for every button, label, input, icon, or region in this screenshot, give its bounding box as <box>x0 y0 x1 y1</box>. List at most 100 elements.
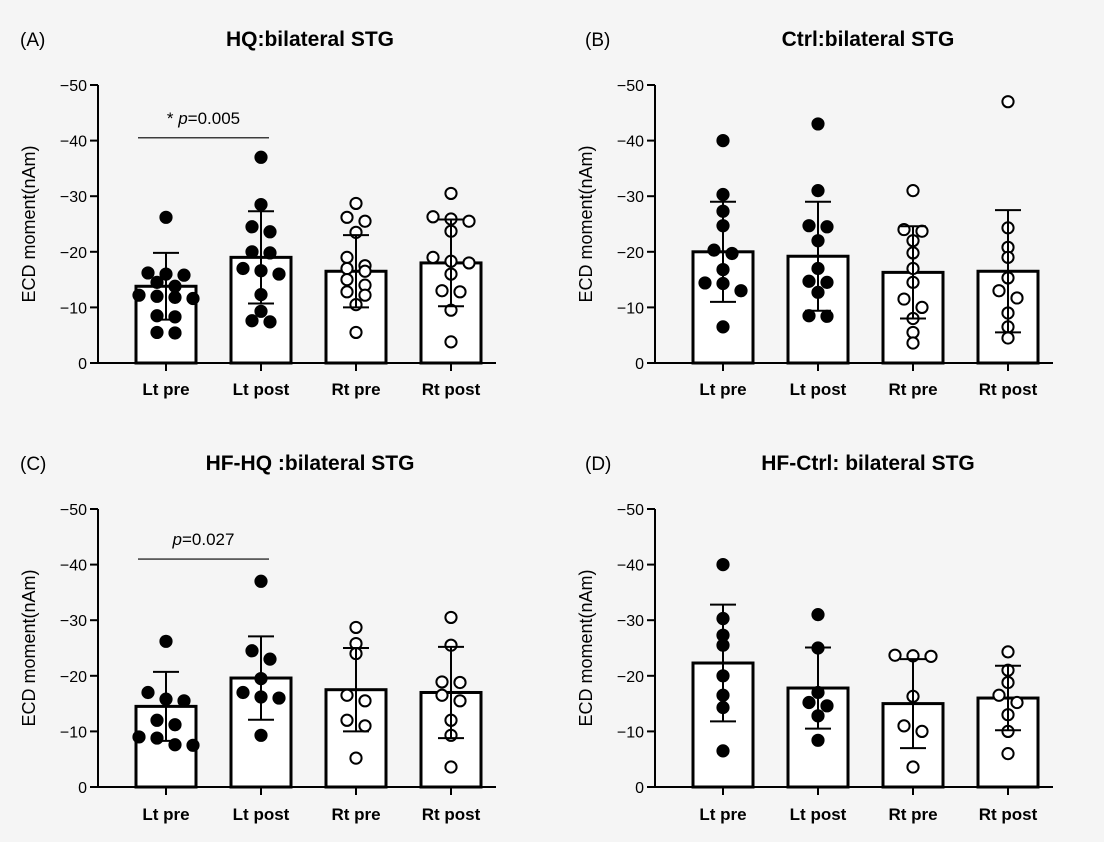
data-point <box>168 290 182 304</box>
data-point <box>186 291 200 306</box>
data-point <box>992 688 1006 702</box>
data-point <box>802 309 816 323</box>
data-point <box>263 225 277 239</box>
data-point <box>236 261 250 276</box>
y-tick-label: −30 <box>60 613 87 630</box>
x-tick-label: Rt post <box>979 805 1038 824</box>
x-tick-label: Lt pre <box>142 380 189 399</box>
data-point <box>716 558 730 572</box>
significance-label: p=0.027 <box>172 530 235 549</box>
data-point <box>168 738 182 752</box>
data-point <box>150 289 164 303</box>
y-tick-label: −40 <box>60 558 87 575</box>
x-tick-label: Rt pre <box>331 380 380 399</box>
data-point <box>349 751 363 765</box>
data-point <box>716 744 730 758</box>
data-point <box>245 245 259 259</box>
data-point <box>802 695 816 710</box>
data-point <box>349 325 363 340</box>
y-tick-label: −10 <box>60 724 87 741</box>
data-point <box>340 210 354 224</box>
data-point <box>426 210 440 224</box>
data-point <box>716 134 730 148</box>
data-point <box>358 288 372 302</box>
data-point <box>802 274 816 288</box>
panel-label: (D) <box>585 454 611 475</box>
data-point <box>340 250 354 264</box>
y-tick-label: −10 <box>617 300 644 317</box>
data-point <box>897 292 911 306</box>
y-axis-label: ECD moment(nAm) <box>19 145 39 302</box>
data-point <box>802 219 816 233</box>
bar <box>134 704 198 789</box>
data-point <box>444 610 458 625</box>
data-point <box>888 648 902 662</box>
data-point <box>716 187 730 202</box>
x-tick-label: Rt pre <box>331 805 380 824</box>
x-tick-label: Lt post <box>233 380 290 399</box>
data-point <box>254 304 268 318</box>
y-tick-label: −20 <box>617 245 644 262</box>
data-point <box>906 760 920 774</box>
data-point <box>1001 747 1015 761</box>
data-point <box>820 699 834 713</box>
data-point <box>177 268 191 282</box>
data-point <box>820 309 834 323</box>
data-point <box>168 310 182 324</box>
data-point <box>453 675 467 690</box>
y-tick-label: −20 <box>617 669 644 686</box>
y-tick-label: 0 <box>78 780 87 797</box>
data-point <box>924 649 938 663</box>
x-tick-label: Lt pre <box>699 805 746 824</box>
data-point <box>426 250 440 264</box>
y-tick-label: −40 <box>60 134 87 151</box>
data-point <box>453 694 467 708</box>
data-point <box>820 220 834 234</box>
data-point <box>272 691 286 705</box>
data-point <box>444 335 458 349</box>
y-tick-label: −40 <box>617 134 644 151</box>
x-tick-label: Lt pre <box>699 380 746 399</box>
y-tick-label: −50 <box>617 78 644 95</box>
x-tick-label: Rt post <box>422 380 481 399</box>
panel-d: (D) HF-Ctrl: bilateral STG ECD moment(nAm)… <box>576 452 1053 824</box>
data-point <box>906 336 920 350</box>
x-tick-label: Lt post <box>790 380 847 399</box>
panel-b: (B) Ctrl:bilateral STG ECD moment(nAm) 0 −10… <box>576 28 1053 399</box>
y-tick-label: 0 <box>78 356 87 373</box>
data-point <box>698 276 712 290</box>
data-point <box>349 620 363 635</box>
x-tick-label: Rt pre <box>888 805 937 824</box>
significance-label: * p=0.005 <box>167 109 240 128</box>
data-point <box>340 261 354 276</box>
data-point <box>734 284 748 298</box>
data-point <box>159 210 173 224</box>
y-axis-label: ECD moment(nAm) <box>576 145 596 302</box>
data-point <box>254 197 268 212</box>
data-point <box>150 731 164 745</box>
x-tick-label: Lt post <box>233 805 290 824</box>
data-point <box>349 196 363 211</box>
data-point <box>992 284 1006 298</box>
data-point <box>435 688 449 702</box>
data-point <box>132 730 146 744</box>
data-point <box>716 320 730 334</box>
y-axis-label: ECD moment(nAm) <box>576 569 596 726</box>
data-point <box>186 738 200 752</box>
data-point <box>1001 331 1015 345</box>
panel-title: HF-HQ :bilateral STG <box>206 452 415 475</box>
data-point <box>358 264 372 278</box>
data-point <box>254 150 268 164</box>
data-point <box>141 685 155 700</box>
y-tick-label: −10 <box>60 300 87 317</box>
data-point <box>150 275 164 289</box>
data-point <box>915 224 929 238</box>
x-tick-label: Lt post <box>790 805 847 824</box>
data-point <box>462 214 476 228</box>
y-tick-label: −30 <box>617 613 644 630</box>
data-point <box>811 117 825 131</box>
data-point <box>263 315 277 329</box>
data-point <box>906 184 920 198</box>
data-point <box>272 267 286 281</box>
data-point <box>725 246 739 261</box>
